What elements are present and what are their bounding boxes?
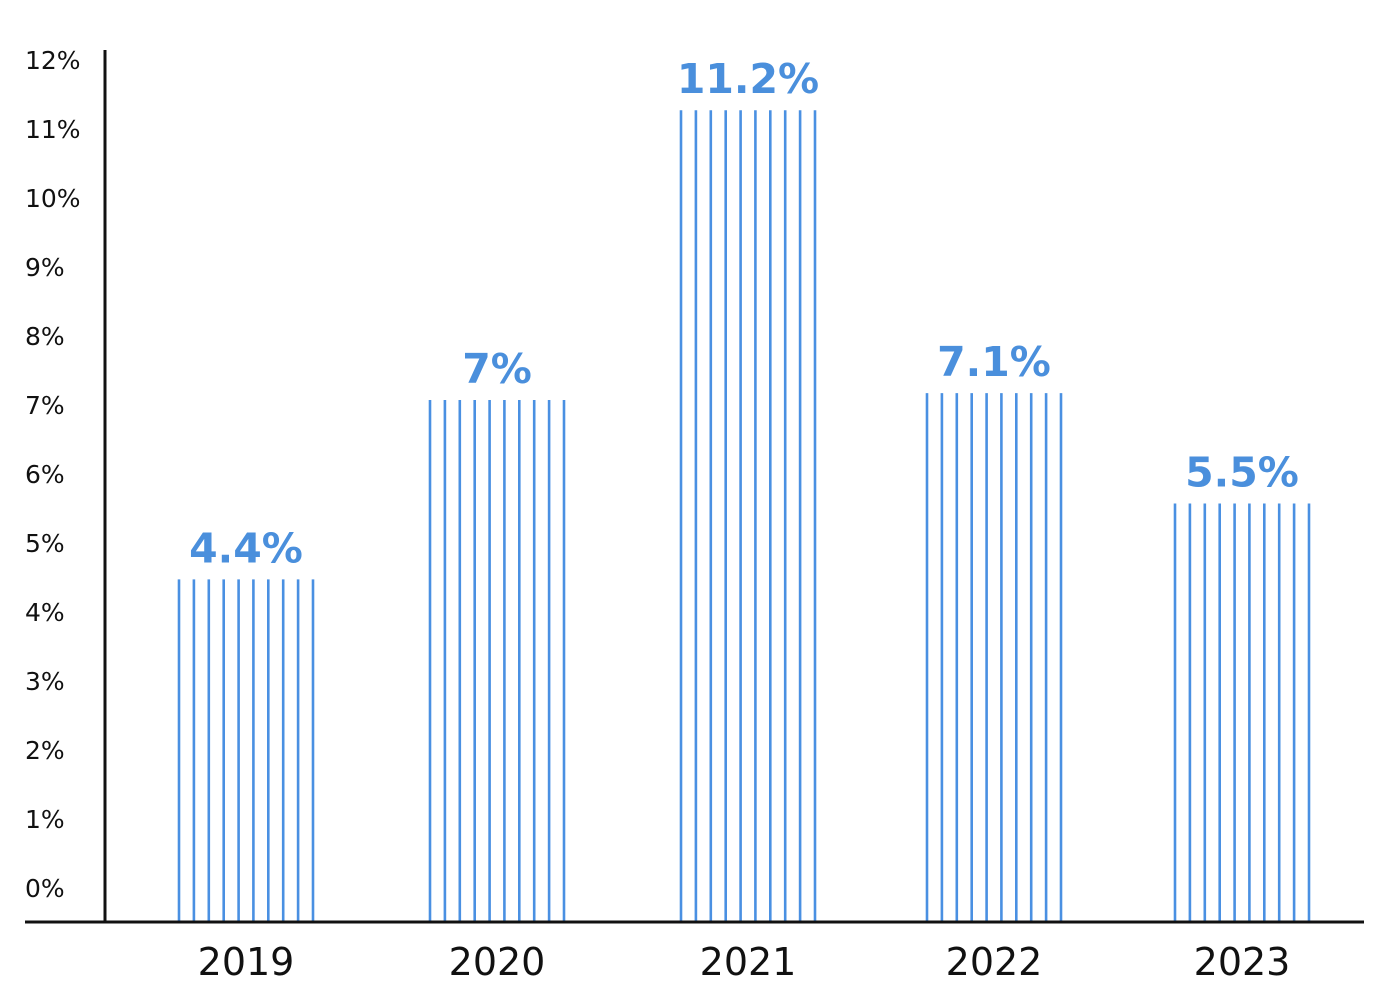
data-label: 11.2% bbox=[677, 55, 819, 103]
y-tick-label: 9% bbox=[25, 253, 65, 282]
y-tick-label: 4% bbox=[25, 598, 65, 627]
bars bbox=[177, 110, 1311, 921]
bar-2019 bbox=[177, 579, 315, 921]
x-tick-label: 2022 bbox=[946, 940, 1043, 984]
x-tick-label: 2021 bbox=[700, 940, 797, 984]
data-label: 7.1% bbox=[937, 338, 1051, 386]
bar-2023 bbox=[1173, 503, 1311, 921]
y-tick-label: 10% bbox=[25, 184, 81, 213]
y-tick-label: 12% bbox=[25, 46, 81, 75]
y-tick-label: 5% bbox=[25, 529, 65, 558]
y-tick-label: 8% bbox=[25, 322, 65, 351]
x-tick-label: 2020 bbox=[449, 940, 546, 984]
y-tick-label: 3% bbox=[25, 667, 65, 696]
data-label: 7% bbox=[462, 345, 532, 393]
bar-2022 bbox=[925, 393, 1063, 921]
y-tick-label: 11% bbox=[25, 115, 81, 144]
y-axis-tick-labels: 0% 1% 2% 3% 4% 5% 6% 7% 8% 9% 10% 11% 12% bbox=[25, 46, 81, 903]
y-tick-label: 1% bbox=[25, 805, 65, 834]
y-tick-label: 2% bbox=[25, 736, 65, 765]
x-tick-label: 2023 bbox=[1194, 940, 1291, 984]
y-tick-label: 6% bbox=[25, 460, 65, 489]
y-tick-label: 7% bbox=[25, 391, 65, 420]
data-label: 4.4% bbox=[189, 524, 303, 572]
bar-2021 bbox=[679, 110, 817, 921]
y-tick-label: 0% bbox=[25, 874, 65, 903]
x-axis-tick-labels: 2019 2020 2021 2022 2023 bbox=[198, 940, 1291, 984]
data-label: 5.5% bbox=[1185, 449, 1299, 497]
bar-2020 bbox=[428, 400, 566, 921]
data-labels: 4.4% 7% 11.2% 7.1% 5.5% bbox=[189, 55, 1299, 572]
x-tick-label: 2019 bbox=[198, 940, 295, 984]
